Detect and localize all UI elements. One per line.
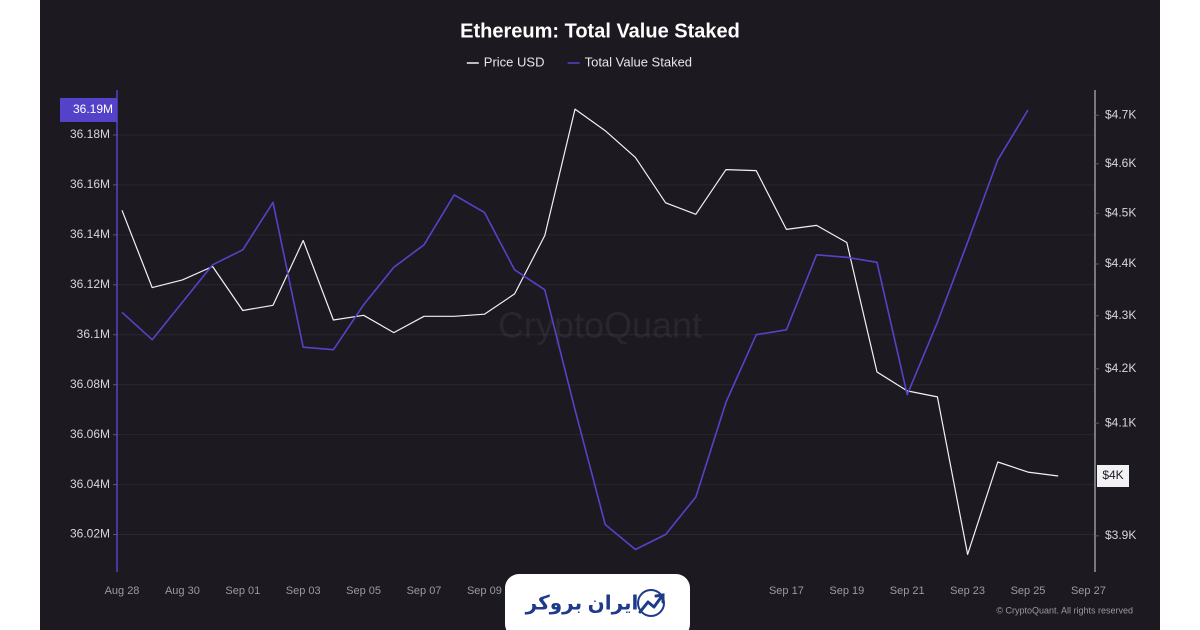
y2-tick-label: $4.6K: [1105, 156, 1136, 170]
x-tick-label: Sep 01: [225, 585, 260, 597]
value-tag-box: [60, 97, 117, 122]
y-tick-label: 36.12M: [70, 277, 110, 291]
value-tag: 36.19M: [73, 102, 113, 116]
logo-text: ایران بروکر: [525, 592, 639, 614]
y2-tick-label: $4.4K: [1105, 256, 1136, 270]
value-tag: $4K: [1102, 468, 1123, 482]
x-tick-label: Sep 03: [286, 585, 321, 597]
x-tick-label: Aug 28: [105, 585, 140, 597]
x-tick-label: Sep 21: [890, 585, 925, 597]
logo-icon: [638, 594, 664, 614]
y2-tick-label: $4.3K: [1105, 308, 1136, 322]
x-tick-label: Sep 23: [950, 585, 985, 597]
x-tick-label: Sep 05: [346, 585, 381, 597]
y-tick-label: 36.08M: [70, 377, 110, 391]
panel: [40, 0, 1160, 630]
x-tick-label: Sep 19: [829, 585, 864, 597]
y2-tick-label: $4.5K: [1105, 205, 1136, 219]
logo-badge: ایران بروکر: [505, 574, 690, 630]
chart-title: Ethereum: Total Value Staked: [460, 20, 740, 42]
y2-tick-label: $4.2K: [1105, 361, 1136, 375]
y2-tick-label: $3.9K: [1105, 528, 1136, 542]
y2-tick-label: $4.7K: [1105, 107, 1136, 121]
x-tick-label: Sep 27: [1071, 585, 1106, 597]
y-tick-label: 36.06M: [70, 427, 110, 441]
legend-label: Total Value Staked: [585, 54, 692, 69]
copyright: © CryptoQuant. All rights reserved: [996, 605, 1133, 615]
y-tick-label: 36.18M: [70, 127, 110, 141]
watermark: CryptoQuant: [498, 305, 702, 346]
y2-tick-label: $4.1K: [1105, 415, 1136, 429]
y-tick-label: 36.14M: [70, 227, 110, 241]
x-tick-label: Sep 25: [1011, 585, 1046, 597]
y-tick-label: 36.1M: [77, 327, 110, 341]
x-tick-label: Sep 17: [769, 585, 804, 597]
x-tick-label: Sep 07: [407, 585, 442, 597]
logo-box: [505, 574, 690, 630]
legend: Price USD Total Value Staked: [466, 54, 692, 69]
x-tick-label: Sep 09: [467, 585, 502, 597]
value-tag-box: [1097, 464, 1129, 487]
y-tick-label: 36.04M: [70, 477, 110, 491]
plot-area: 36.02M 36.04M 36.06M 36.08M 36.1M 36.12M 36.14…: [60, 90, 1136, 597]
x-tick-label: Aug 30: [165, 585, 200, 597]
legend-label: Price USD: [484, 54, 545, 69]
series-line: [121, 108, 1059, 555]
y-tick-label: 36.02M: [70, 527, 110, 541]
logo-icon-ring: [637, 589, 665, 617]
y-tick-label: 36.16M: [70, 177, 110, 191]
series-line: [121, 109, 1029, 551]
